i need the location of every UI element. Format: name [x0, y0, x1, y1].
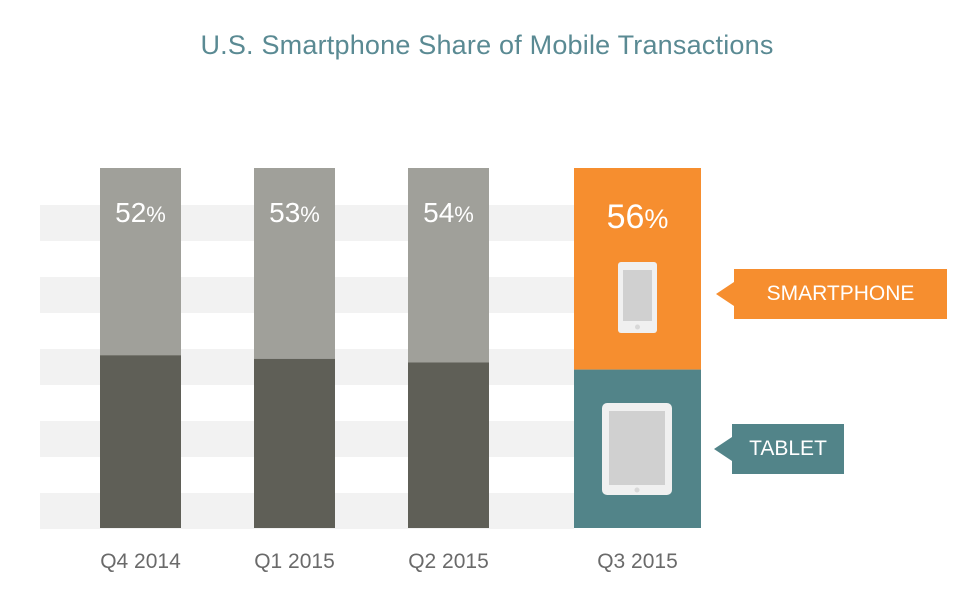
bar-smartphone [100, 168, 181, 356]
tablet-icon [602, 403, 672, 495]
x-tick-label: Q3 2015 [597, 550, 678, 573]
bars [100, 168, 701, 528]
data-label: 53% [269, 197, 320, 228]
x-tick-label: Q4 2014 [100, 550, 181, 573]
smartphone-icon [618, 262, 657, 333]
bar-tablet [100, 355, 181, 528]
bar-smartphone [254, 168, 335, 359]
legend-tablet: TABLET [714, 424, 844, 474]
data-labels: 52% 53% 54% 56% [115, 197, 668, 236]
legend-smartphone-label: SMARTPHONE [766, 282, 915, 305]
bar-tablet [408, 362, 489, 528]
x-tick-labels: Q4 2014 Q1 2015 Q2 2015 Q3 2015 [100, 550, 678, 573]
x-tick-label: Q2 2015 [408, 550, 489, 573]
data-label: 56% [607, 198, 669, 236]
bar-tablet [254, 358, 335, 528]
chart-title: U.S. Smartphone Share of Mobile Transact… [200, 30, 774, 60]
legend-tablet-label: TABLET [749, 437, 827, 460]
x-tick-label: Q1 2015 [254, 550, 335, 573]
data-label: 52% [115, 197, 166, 228]
data-label: 54% [423, 197, 474, 228]
legend-smartphone: SMARTPHONE [716, 269, 947, 319]
bar-smartphone [408, 168, 489, 363]
icons [602, 262, 672, 495]
